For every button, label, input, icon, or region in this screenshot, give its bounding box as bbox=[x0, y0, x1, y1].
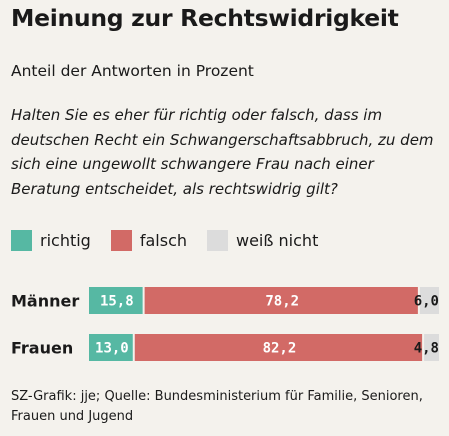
stacked-bar-chart: Männer 15,8 78,2 6,0 Frauen 13,0 82,2 4,8 bbox=[11, 287, 439, 361]
legend-swatch-richtig bbox=[11, 230, 32, 251]
bar-segment-1-2 bbox=[424, 334, 439, 361]
legend-swatch-falsch bbox=[110, 230, 132, 251]
source-footer: SZ-Grafik: jje; Quelle: Bundesministeriu… bbox=[11, 389, 423, 424]
legend-item-richtig: richtig bbox=[11, 230, 91, 251]
bar-segment-1-0 bbox=[89, 334, 133, 361]
legend-swatch-weiss-nicht bbox=[207, 230, 228, 251]
bar-segment-0-2 bbox=[419, 287, 439, 314]
bar-segment-0-1 bbox=[144, 287, 418, 314]
bar-segment-0-0 bbox=[89, 287, 143, 314]
bar-segment-1-1 bbox=[134, 334, 423, 361]
category-label-0: Männer bbox=[11, 292, 79, 311]
legend-label-richtig: richtig bbox=[40, 231, 91, 250]
legend: richtig falsch weiß nicht bbox=[11, 230, 338, 251]
data-label-0-2: 6,0 bbox=[414, 294, 439, 310]
legend-item-weiss-nicht: weiß nicht bbox=[207, 230, 318, 251]
data-label-1-1: 82,2 bbox=[263, 341, 297, 357]
legend-item-falsch: falsch bbox=[110, 230, 187, 251]
data-label-0-1: 78,2 bbox=[265, 294, 299, 310]
data-label-0-0: 15,8 bbox=[100, 294, 134, 310]
data-label-1-0: 13,0 bbox=[95, 341, 129, 357]
chart-subtitle: Anteil der Antworten in Prozent bbox=[11, 62, 254, 80]
survey-question: Halten Sie es eher für richtig oder fals… bbox=[11, 106, 434, 198]
legend-label-falsch: falsch bbox=[139, 231, 187, 250]
chart-title: Meinung zur Rechtswidrigkeit bbox=[11, 4, 399, 32]
category-label-1: Frauen bbox=[11, 339, 73, 358]
legend-label-weiss-nicht: weiß nicht bbox=[236, 231, 319, 250]
data-label-1-2: 4,8 bbox=[414, 341, 439, 357]
